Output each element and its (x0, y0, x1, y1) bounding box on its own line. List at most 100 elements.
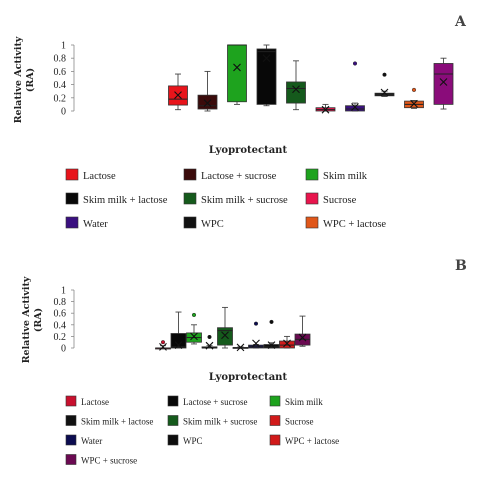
y-axis-title: Relative Activity (21, 276, 32, 363)
legend-item: Skim milk (269, 395, 323, 407)
legend-item: Skim milk + lactose (65, 415, 153, 427)
y-tick-label: 1 (61, 286, 66, 297)
box-body (256, 48, 277, 105)
box-skim-milk (227, 44, 247, 105)
outlier-point (411, 87, 417, 92)
box-skim-milk-sucrose (217, 306, 233, 349)
mean-marker (410, 99, 418, 108)
legend-swatch (65, 216, 79, 229)
outlier-point (207, 334, 212, 340)
y-axis-title: Relative Activity (13, 36, 24, 123)
y-tick-label: 0.6 (54, 67, 67, 78)
mean-marker (159, 342, 167, 351)
legend-label: Lactose + sucrose (201, 171, 277, 182)
legend-swatch (65, 434, 77, 446)
legend-swatch (269, 434, 281, 446)
outlier-point (352, 61, 358, 66)
legend-item: Skim milk (305, 168, 368, 182)
legend-label: Skim milk + sucrose (201, 195, 288, 206)
legend-label: WPC + lactose (323, 219, 386, 230)
mean-marker (321, 105, 330, 114)
legend-swatch (65, 415, 77, 426)
legend-label: Lactose (81, 397, 109, 407)
mean-marker (439, 78, 448, 86)
mean-marker (351, 103, 359, 111)
legend-swatch (305, 192, 319, 205)
box-body (279, 340, 295, 349)
mean-marker (380, 88, 389, 97)
legend-swatch (167, 395, 179, 407)
mean-marker (267, 341, 276, 349)
legend-swatch (183, 216, 197, 229)
box-lactose (155, 340, 171, 351)
box-lactose (168, 73, 188, 111)
legend-swatch (183, 168, 197, 181)
mean-marker (174, 91, 182, 100)
legend-swatch (269, 395, 281, 407)
legend-label: Skim milk + sucrose (183, 417, 257, 427)
mean-marker (298, 333, 307, 342)
box-skim-milk (186, 312, 202, 345)
legend-item: Sucrose (305, 192, 357, 206)
box-skim-milk-sucrose (286, 60, 306, 111)
legend-label: Sucrose (323, 195, 357, 206)
box-skim-milk-lactose (201, 334, 218, 350)
box-lactose-sucrose (197, 70, 218, 112)
mean-marker (262, 54, 271, 63)
legend-label: WPC + sucrose (81, 456, 137, 466)
box-body (433, 63, 454, 105)
outlier-point (253, 321, 259, 326)
y-tick-label: 1 (61, 41, 66, 52)
legend-item: Skim milk + sucrose (167, 415, 257, 427)
legend-item: Lactose (65, 168, 116, 182)
box-body (227, 44, 247, 103)
box-water (248, 321, 264, 349)
legend-swatch (305, 168, 319, 181)
box-lactose-sucrose (170, 311, 187, 349)
outlier-point (382, 72, 387, 77)
legend-label: Lactose + sucrose (183, 397, 248, 407)
box-wpc-lactose (404, 87, 424, 109)
legend-label: Skim milk (285, 397, 323, 407)
mean-marker (203, 99, 212, 107)
legend-label: Water (81, 436, 102, 446)
legend-swatch (65, 192, 79, 205)
box-body (170, 333, 187, 349)
box-wpc (263, 319, 280, 349)
box-wpc-lactose (279, 335, 295, 349)
legend-item: Lactose + sucrose (167, 395, 248, 407)
box-skim-milk-lactose (256, 44, 277, 107)
x-axis-title: Lyoprotectant (209, 145, 288, 156)
outlier-point (160, 340, 166, 345)
mean-marker (190, 332, 198, 341)
panel-label: B (455, 258, 467, 274)
mean-marker (233, 63, 241, 72)
legend-label: WPC (201, 219, 224, 230)
legend-label: WPC + lactose (285, 436, 339, 446)
y-tick-label: 0.6 (54, 309, 67, 320)
box-sucrose (315, 103, 336, 114)
outlier-point (191, 312, 197, 317)
mean-marker (283, 339, 291, 348)
legend-item: WPC + lactose (269, 434, 339, 446)
y-axis-title-unit: (RA) (25, 68, 36, 92)
legend-swatch (65, 454, 77, 465)
y-tick-label: 0.8 (54, 54, 67, 65)
mean-marker (221, 331, 229, 340)
legend-item: Lactose + sucrose (183, 168, 277, 182)
legend-swatch (183, 192, 197, 205)
legend-item: WPC + lactose (305, 216, 386, 230)
y-tick-label: 0.2 (54, 93, 67, 104)
legend-label: Skim milk + lactose (83, 195, 168, 206)
mean-marker (174, 341, 183, 349)
box-body (197, 94, 218, 110)
legend-item: Water (65, 216, 108, 230)
y-tick-label: 0.8 (54, 297, 67, 308)
y-axis-title-unit: (RA) (33, 308, 44, 332)
box-wpc-sucrose (433, 57, 454, 110)
legend-item: WPC (167, 434, 203, 446)
legend: Lactose Lactose + sucrose Skim milk Skim mi… (65, 168, 386, 230)
x-axis-title: Lyoprotectant (209, 372, 288, 383)
y-tick-label: 0.4 (54, 320, 67, 331)
